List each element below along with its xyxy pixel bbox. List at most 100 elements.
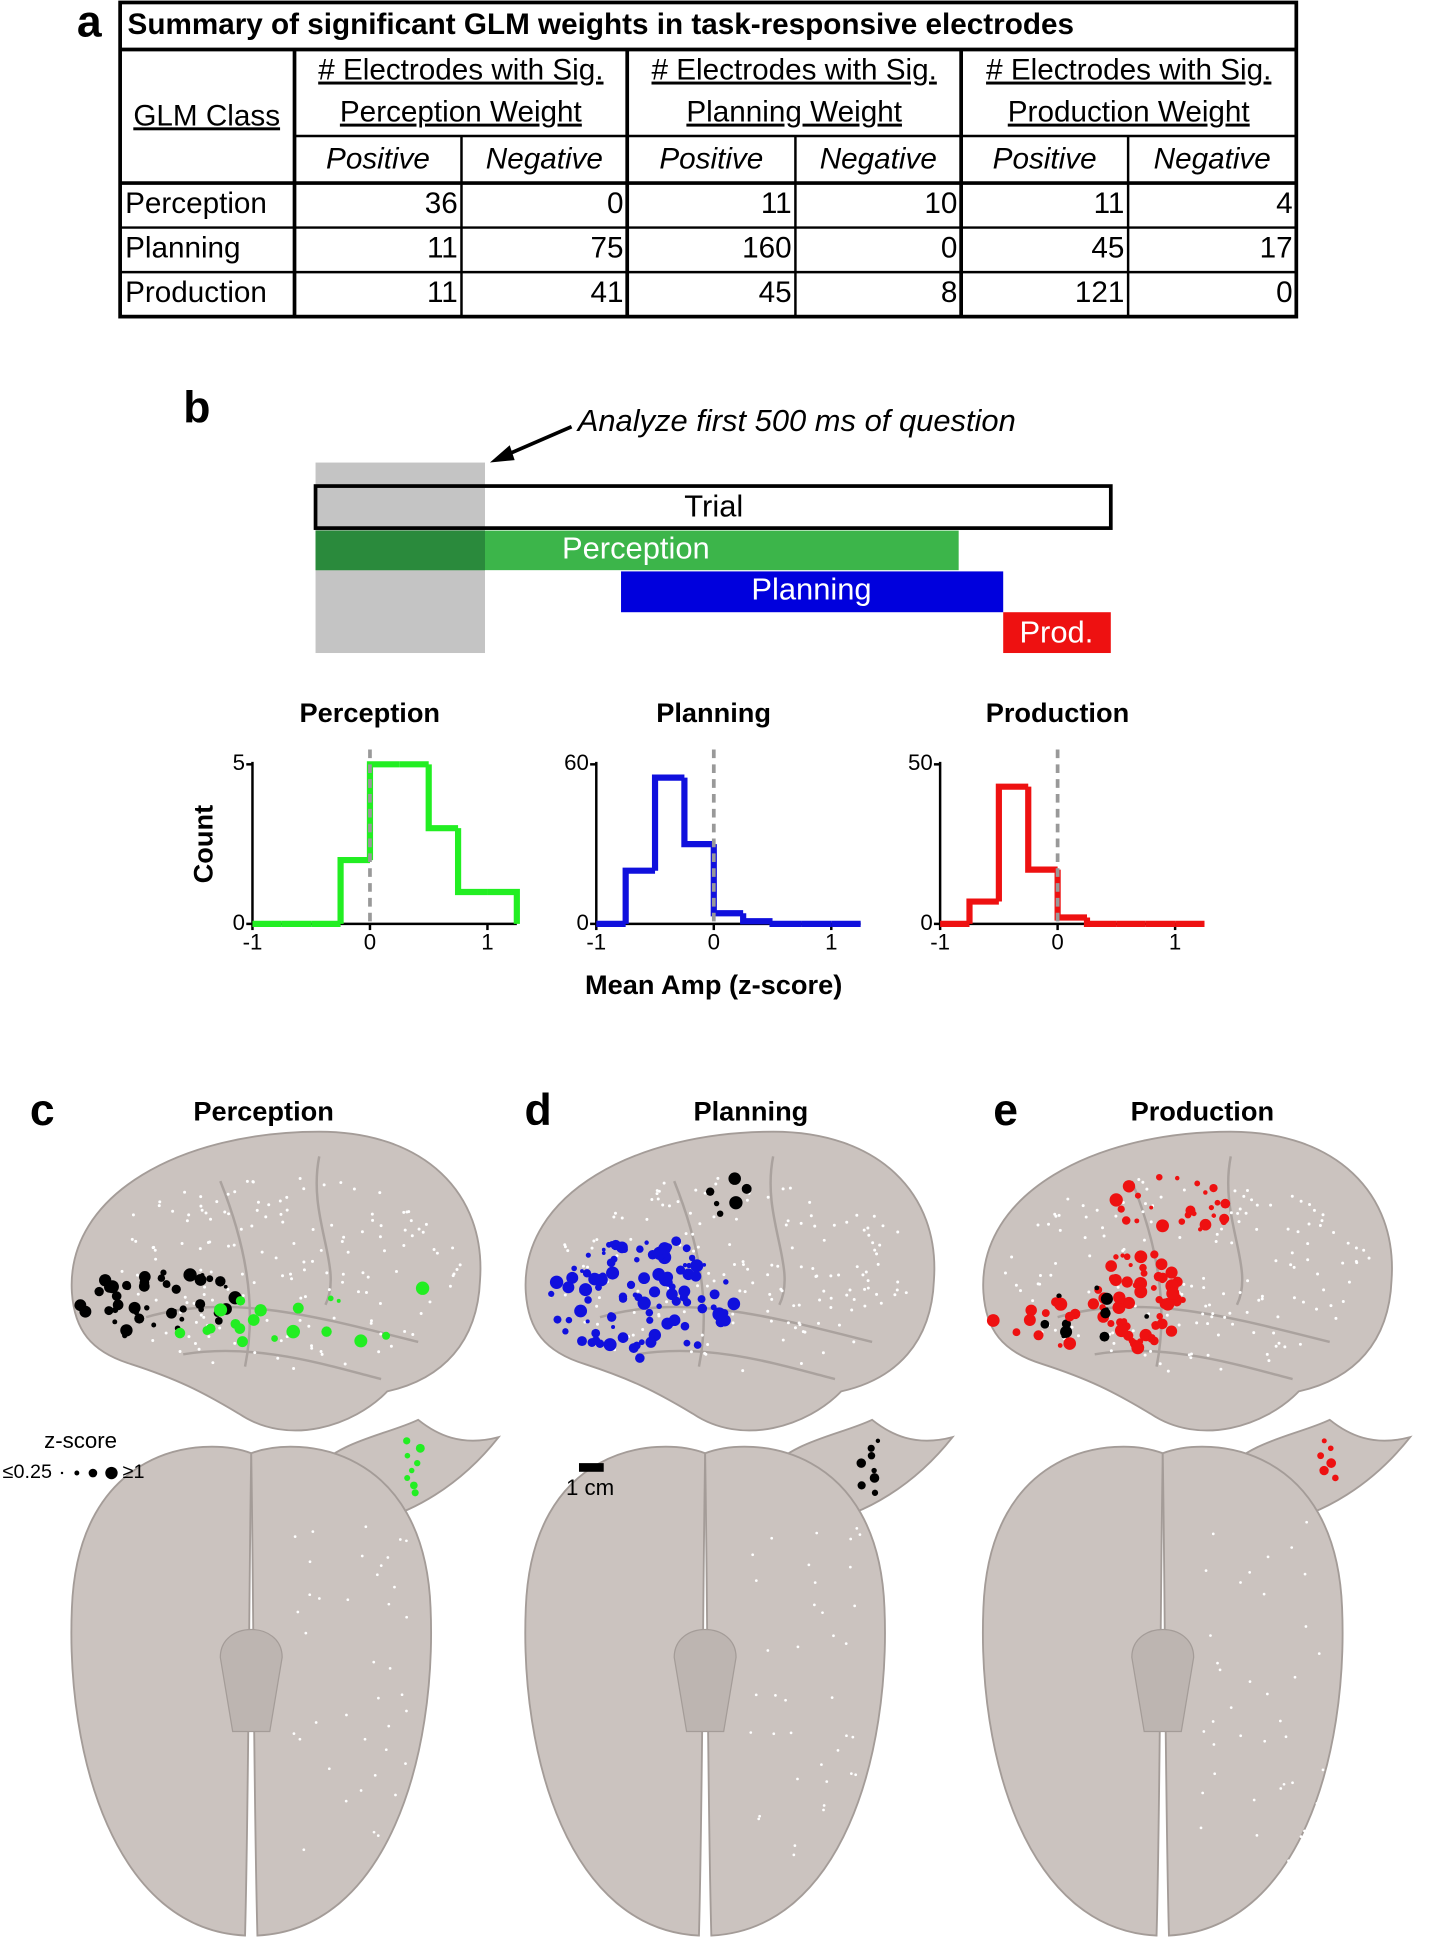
electrode: [388, 1667, 392, 1670]
brainstem: [219, 1628, 283, 1733]
electrode: [290, 1277, 294, 1281]
electrode: [1315, 1307, 1318, 1311]
electrode: [682, 1268, 695, 1281]
electrode: [1326, 1458, 1337, 1468]
electrode: [597, 1296, 601, 1300]
electrode: [629, 1237, 633, 1241]
electrode: [710, 1304, 717, 1311]
electrode: [792, 1853, 796, 1857]
electrode: [1088, 1254, 1092, 1258]
electrode: [601, 1251, 606, 1255]
electrode: [1319, 1465, 1329, 1476]
legend-dot: [105, 1466, 118, 1480]
electrode: [387, 1724, 391, 1728]
electrode: [776, 1264, 780, 1268]
electrode: [302, 1848, 306, 1852]
electrode: [1117, 1205, 1125, 1213]
electrode: [1105, 1260, 1117, 1272]
electrode: [292, 1367, 296, 1371]
legend-max: ≥1: [123, 1461, 145, 1483]
electrode: [363, 1737, 367, 1741]
electrode: [856, 1458, 866, 1468]
x-axis-label: Mean Amp (z-score): [585, 969, 842, 1000]
electrode: [1245, 1189, 1249, 1193]
electrode: [757, 1817, 761, 1821]
electrode: [1320, 1798, 1324, 1801]
electrode: [565, 1316, 573, 1324]
electrode: [666, 1288, 678, 1301]
electrode: [193, 1341, 197, 1345]
electrode: [682, 1263, 688, 1268]
cell-value: 11: [761, 187, 792, 220]
electrode: [746, 1267, 750, 1271]
electrode: [1131, 1329, 1135, 1333]
electrode: [227, 1244, 230, 1248]
electrode: [318, 1597, 321, 1600]
electrode: [415, 1281, 430, 1295]
electrode: [766, 1309, 770, 1313]
electrode: [631, 1333, 635, 1337]
electrode: [403, 1437, 411, 1445]
electrode: [650, 1198, 654, 1201]
electrode: [1308, 1203, 1312, 1207]
electrode: [595, 1339, 605, 1349]
electrode: [432, 1248, 436, 1251]
electrode: [267, 1203, 271, 1207]
electrode: [1248, 1680, 1252, 1683]
electrode: [784, 1223, 788, 1227]
electrode: [304, 1631, 308, 1635]
electrode: [214, 1303, 228, 1317]
electrode: [1202, 1730, 1206, 1733]
electrode: [1267, 1359, 1271, 1363]
cell-value: 11: [427, 232, 458, 265]
electrode: [751, 1281, 755, 1285]
electrode: [1133, 1304, 1137, 1308]
group-header: Planning Weight: [686, 96, 902, 129]
histogram-step: [366, 761, 400, 861]
electrode: [302, 1260, 306, 1264]
histogram-step: [487, 888, 520, 924]
electrode: [1246, 1279, 1250, 1283]
electrode: [861, 1273, 865, 1277]
electrode: [1120, 1318, 1128, 1325]
electrode: [862, 1228, 866, 1232]
electrode: [311, 1227, 315, 1231]
electrode: [364, 1291, 368, 1295]
electrode: [1321, 1438, 1327, 1444]
legend-dot: [74, 1470, 80, 1476]
electrode: [797, 1303, 801, 1307]
electrode: [871, 1241, 875, 1245]
electrode: [135, 1273, 139, 1277]
electrode: [194, 1274, 207, 1286]
electrode: [403, 1821, 407, 1824]
electrode: [1282, 1782, 1286, 1786]
electrode: [1155, 1258, 1168, 1271]
electrode: [668, 1283, 676, 1291]
x-tick-label: -1: [243, 930, 263, 955]
electrode: [875, 1438, 881, 1444]
electrode: [738, 1289, 742, 1293]
electrode: [285, 1195, 289, 1199]
electrode: [386, 1556, 390, 1559]
electrode: [204, 1211, 208, 1215]
electrode: [716, 1176, 720, 1180]
electrode: [703, 1191, 707, 1195]
electrode: [218, 1326, 222, 1330]
electrode: [626, 1280, 636, 1290]
electrode: [799, 1362, 803, 1365]
timeline: Analyze first 500 ms of question Trial P…: [313, 403, 1113, 654]
cell-value: 10: [924, 187, 957, 220]
electrode: [200, 1208, 204, 1212]
electrode: [171, 1284, 181, 1294]
electrode: [256, 1200, 260, 1204]
histogram-step: [710, 844, 744, 917]
electrode: [849, 1772, 853, 1776]
electrode: [801, 1330, 805, 1334]
electrode: [595, 1273, 608, 1287]
electrode: [410, 1481, 418, 1490]
electrode: [124, 1283, 132, 1291]
electrode: [179, 1316, 185, 1322]
x-tick-label: -1: [930, 930, 950, 955]
electrode: [1166, 1369, 1170, 1373]
